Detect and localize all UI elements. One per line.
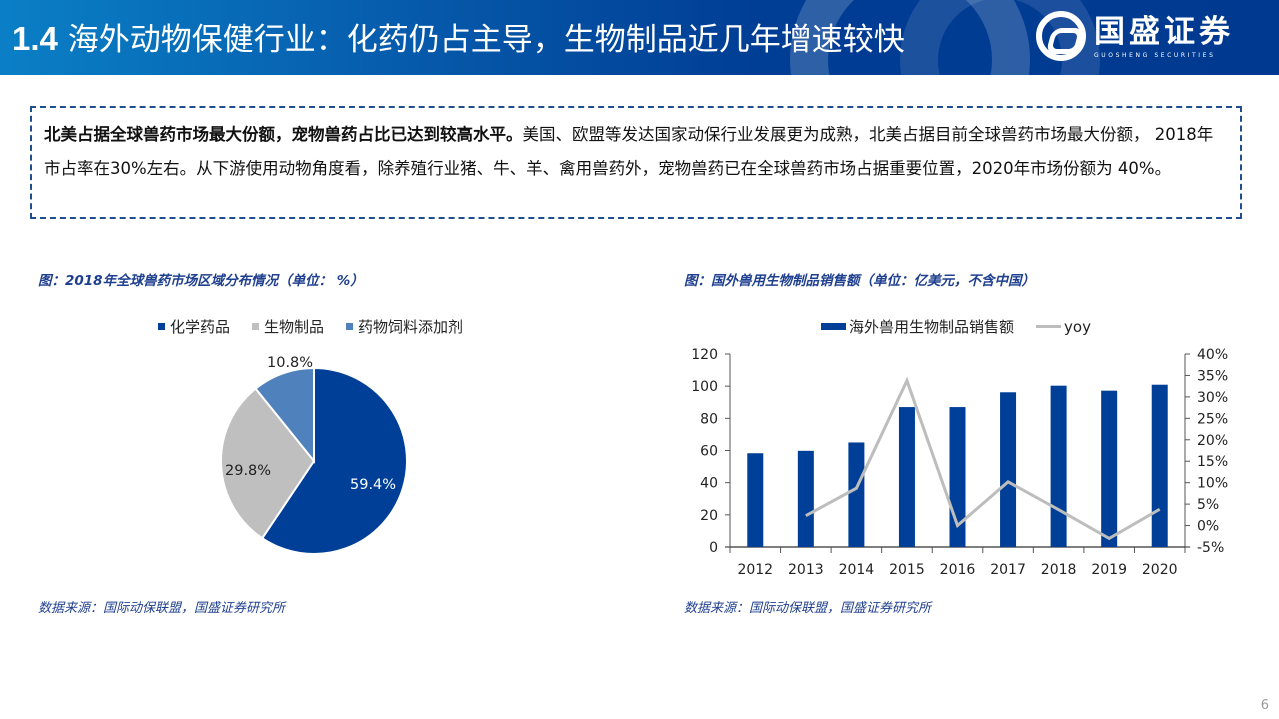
svg-text:25%: 25% (1197, 411, 1228, 427)
page-number: 6 (1260, 698, 1269, 713)
legend-item: 化学药品 (158, 316, 230, 337)
svg-text:30%: 30% (1197, 390, 1228, 406)
summary-paragraph: 北美占据全球兽药市场最大份额，宠物兽药占比已达到较高水平。美国、欧盟等发达国家动… (44, 118, 1228, 186)
legend-swatch-bar (821, 323, 846, 330)
summary-box: 北美占据全球兽药市场最大份额，宠物兽药占比已达到较高水平。美国、欧盟等发达国家动… (30, 106, 1242, 219)
svg-text:2020: 2020 (1142, 562, 1178, 578)
pie-label-feed: 10.8% (267, 355, 313, 371)
legend-swatch (158, 323, 165, 330)
legend-label: 生物制品 (264, 318, 325, 336)
logo-icon (1036, 11, 1086, 61)
svg-text:100: 100 (691, 379, 718, 395)
svg-text:2017: 2017 (990, 562, 1026, 578)
svg-text:2019: 2019 (1091, 562, 1127, 578)
section-number: 1.4 (12, 20, 58, 57)
svg-text:35%: 35% (1197, 368, 1228, 384)
legend-swatch (346, 323, 354, 330)
pie-source: 数据来源：国际动保联盟，国盛证券研究所 (38, 601, 286, 616)
svg-text:2014: 2014 (839, 562, 875, 578)
bar-source: 数据来源：国际动保联盟，国盛证券研究所 (684, 601, 932, 616)
legend-item: yoy (1036, 318, 1091, 336)
svg-text:20%: 20% (1197, 433, 1228, 449)
bar-2012 (747, 453, 764, 547)
legend-label: 化学药品 (170, 318, 231, 336)
bar-2014 (848, 442, 865, 547)
svg-text:2015: 2015 (889, 562, 925, 578)
svg-text:0%: 0% (1197, 519, 1219, 535)
logo-en: GUOSHENG SECURITIES (1094, 51, 1216, 59)
pie-label-chem: 59.4% (350, 477, 396, 493)
page-title: 1.4 海外动物保健行业：化药仍占主导，生物制品近几年增速较快 (12, 14, 905, 59)
svg-text:40: 40 (700, 476, 718, 492)
bar-2020 (1151, 384, 1168, 547)
pie-slice-1 (260, 366, 408, 555)
svg-text:120: 120 (691, 347, 718, 363)
bar-2013 (797, 450, 814, 547)
legend-label: 海外兽用生物制品销售额 (849, 318, 1015, 336)
svg-text:5%: 5% (1197, 497, 1219, 513)
svg-text:2018: 2018 (1041, 562, 1077, 578)
svg-text:2012: 2012 (737, 562, 773, 578)
svg-text:2013: 2013 (788, 562, 824, 578)
pie-chart: 10.8% 29.8% 59.4% (220, 355, 408, 555)
bar-legend: 海外兽用生物制品销售额 yoy (821, 316, 1113, 337)
pie-slice-3 (254, 366, 315, 464)
slide-header: 1.4 海外动物保健行业：化药仍占主导，生物制品近几年增速较快 国盛证券 GUO… (0, 0, 1279, 75)
svg-text:2016: 2016 (940, 562, 976, 578)
bar-2018 (1050, 385, 1067, 547)
summary-text: 美国、欧盟等发达国家动保行业发展更为成熟，北美占据目前全球兽药市场最大份额， 2… (44, 125, 1214, 178)
pie-slice-2 (220, 387, 316, 540)
summary-bold: 北美占据全球兽药市场最大份额，宠物兽药占比已达到较高水平。 (44, 125, 523, 144)
svg-text:80: 80 (700, 411, 718, 427)
legend-label: yoy (1064, 317, 1091, 336)
legend-item: 药物饲料添加剂 (346, 316, 463, 337)
bar-2017 (1000, 392, 1017, 547)
legend-item: 海外兽用生物制品销售额 (821, 316, 1014, 337)
legend-swatch (252, 323, 260, 330)
legend-label: 药物饲料添加剂 (358, 318, 464, 336)
legend-item: 生物制品 (252, 316, 324, 337)
svg-text:-5%: -5% (1197, 540, 1224, 556)
pie-legend: 化学药品 生物制品 药物饲料添加剂 (158, 316, 485, 337)
bar-chart-title: 图：国外兽用生物制品销售额（单位：亿美元，不含中国） (684, 273, 1035, 289)
company-logo: 国盛证券 GUOSHENG SECURITIES (1036, 8, 1234, 64)
svg-text:15%: 15% (1197, 454, 1228, 470)
svg-text:10%: 10% (1197, 476, 1228, 492)
logo-cn: 国盛证券 (1094, 13, 1234, 50)
svg-text:0: 0 (709, 540, 718, 556)
svg-text:20: 20 (700, 508, 718, 524)
legend-swatch-line (1036, 325, 1062, 328)
combo-chart: 0 20 40 60 80 100 120 -5% 0% 5% 10% 15% 20% 25% 30% 35%… (691, 347, 1228, 578)
yoy-line (805, 376, 1161, 541)
title-text: 海外动物保健行业：化药仍占主导，生物制品近几年增速较快 (67, 22, 905, 58)
bar-2015 (898, 407, 915, 547)
svg-text:60: 60 (700, 444, 718, 460)
pie-label-bio: 29.8% (225, 463, 271, 479)
pie-chart-title: 图：2018年全球兽药市场区域分布情况（单位： %） (38, 273, 364, 289)
svg-text:40%: 40% (1197, 347, 1228, 363)
bar-2019 (1101, 390, 1118, 547)
